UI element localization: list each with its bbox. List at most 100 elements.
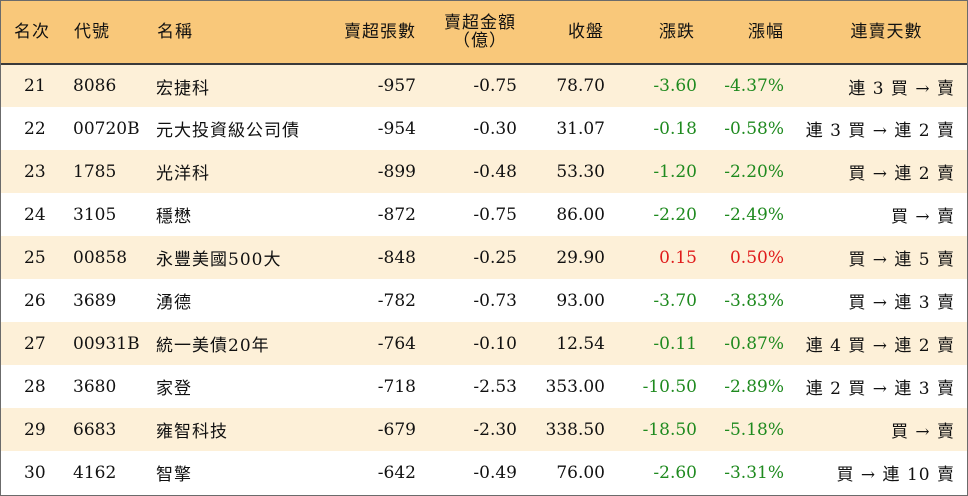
row-code: 8086 [73,76,117,96]
row-change-pct: -4.37% [724,76,784,96]
row-consecutive-days: 連 2 買 → 連 3 賣 [805,379,955,399]
row-code: 6683 [73,419,117,440]
row-code: 4162 [73,462,117,483]
row-change-pct: 0.50% [729,247,784,268]
row-name: 穩懋 [156,207,192,227]
row-name: 智擎 [156,465,192,485]
row-net-sell-volume: -899 [377,161,416,182]
header-net-sell-amount-unit: （億） [453,31,507,51]
row-name: 光洋科 [156,164,210,184]
row-net-sell-amount: -0.49 [473,462,517,483]
row-close: 76.00 [556,462,605,483]
row-change: -0.11 [653,333,697,354]
row-change-pct: -2.89% [724,376,784,397]
row-close: 29.90 [556,247,605,268]
row-consecutive-days: 連 4 買 → 連 2 賣 [805,336,955,356]
row-net-sell-volume: -957 [377,76,416,96]
row-change: -1.20 [653,161,697,182]
row-code: 00931B [73,333,140,354]
row-close: 353.00 [545,376,605,397]
table-row: 22 00720B 元大投資級公司債 -954 -0.30 31.07 -0.18 -0.58… [1,107,967,150]
row-name: 家登 [156,379,192,399]
row-net-sell-volume: -872 [377,204,416,225]
row-net-sell-volume: -718 [377,376,416,397]
header-rank: 名次 [1,1,65,65]
table-header-row: 名次 代號 名稱 賣超張數 賣超金額 （億） 收盤 漲跌 漲幅 連賣天數 [1,1,967,65]
row-consecutive-days: 買 → 連 10 賣 [836,465,955,485]
row-close: 86.00 [556,204,605,225]
row-consecutive-days: 買 → 連 2 賣 [848,164,955,184]
row-rank: 25 [24,247,46,268]
row-consecutive-days: 買 → 賣 [890,207,955,227]
row-close: 93.00 [556,290,605,311]
table-row: 25 00858 永豐美國500大 -848 -0.25 29.90 0.15 0.50% 買 … [1,236,967,279]
row-code: 3680 [73,376,117,397]
row-consecutive-days: 買 → 連 3 賣 [848,293,955,313]
row-close: 338.50 [545,419,605,440]
row-change: -3.60 [653,76,697,96]
row-rank: 30 [24,462,46,483]
header-close: 收盤 [518,1,606,65]
row-close: 12.54 [556,333,605,354]
row-change-pct: -3.83% [724,290,784,311]
row-code: 00720B [73,118,140,139]
row-net-sell-amount: -0.10 [473,333,517,354]
row-change: -10.50 [642,376,697,397]
header-net-sell-amount-label: 賣超金額 [444,13,516,33]
row-net-sell-volume: -848 [377,247,416,268]
row-code: 3105 [73,204,117,225]
row-close: 78.70 [556,76,605,96]
row-change-pct: -0.58% [724,118,784,139]
row-rank: 28 [24,376,46,397]
row-net-sell-volume: -642 [377,462,416,483]
row-code: 3689 [73,290,117,311]
row-consecutive-days: 買 → 賣 [890,422,955,442]
row-name: 雍智科技 [156,422,228,442]
row-net-sell-amount: -0.73 [473,290,517,311]
row-rank: 26 [24,290,46,311]
row-change: -2.20 [653,204,697,225]
row-rank: 22 [24,118,46,139]
row-name: 宏捷科 [156,78,210,99]
header-change-pct: 漲幅 [697,1,786,65]
row-rank: 24 [24,204,46,225]
row-rank: 29 [24,419,46,440]
row-code: 00858 [73,247,128,268]
row-change: 0.15 [659,247,697,268]
header-consecutive-days: 連賣天數 [786,1,967,65]
header-name: 名稱 [147,1,317,65]
row-net-sell-amount: -0.75 [473,76,517,96]
header-change: 漲跌 [606,1,697,65]
header-code: 代號 [65,1,147,65]
header-net-sell-amount: 賣超金額 （億） [418,1,518,65]
row-change: -3.70 [653,290,697,311]
row-net-sell-volume: -954 [377,118,416,139]
row-name: 永豐美國500大 [156,250,282,270]
row-rank: 21 [24,76,46,96]
row-net-sell-amount: -0.30 [473,118,517,139]
row-code: 1785 [73,161,117,182]
row-name: 統一美債20年 [156,336,270,356]
row-net-sell-amount: -2.53 [473,376,517,397]
row-consecutive-days: 連 3 買 → 連 2 賣 [805,121,955,141]
row-net-sell-amount: -0.25 [473,247,517,268]
table-row: 28 3680 家登 -718 -2.53 353.00 -10.50 -2.89% 連 2 買… [1,365,967,408]
table-row: 29 6683 雍智科技 -679 -2.30 338.50 -18.50 -5.18% 買 →… [1,408,967,451]
table-row: 26 3689 湧德 -782 -0.73 93.00 -3.70 -3.83% 買 → 連 3… [1,279,967,322]
row-change: -2.60 [653,462,697,483]
row-net-sell-amount: -0.75 [473,204,517,225]
row-change-pct: -2.49% [724,204,784,225]
row-net-sell-amount: -2.30 [473,419,517,440]
row-rank: 27 [24,333,46,354]
row-change-pct: -3.31% [724,462,784,483]
row-change-pct: -2.20% [724,161,784,182]
row-change-pct: -5.18% [724,419,784,440]
row-name: 元大投資級公司債 [156,121,300,141]
row-net-sell-amount: -0.48 [473,161,517,182]
table-row: 30 4162 智擎 -642 -0.49 76.00 -2.60 -3.31% 買 → 連 1… [1,451,967,494]
row-close: 31.07 [556,118,605,139]
table-row: 21 8086 宏捷科 -957 -0.75 78.70 -3.60 -4.37% 連 3 買 … [1,64,967,107]
table-row: 23 1785 光洋科 -899 -0.48 53.30 -1.20 -2.20% 買 → 連 … [1,150,967,193]
